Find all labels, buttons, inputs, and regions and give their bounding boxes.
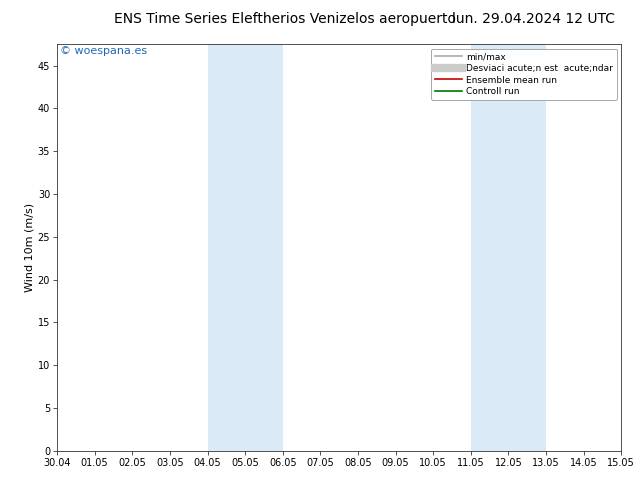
Text: ENS Time Series Eleftherios Venizelos aeropuerto: ENS Time Series Eleftherios Venizelos ae… xyxy=(114,12,456,26)
Text: © woespana.es: © woespana.es xyxy=(60,46,147,56)
Y-axis label: Wind 10m (m/s): Wind 10m (m/s) xyxy=(25,203,35,292)
Legend: min/max, Desviaci acute;n est  acute;ndar, Ensemble mean run, Controll run: min/max, Desviaci acute;n est acute;ndar… xyxy=(431,49,617,100)
Text: lun. 29.04.2024 12 UTC: lun. 29.04.2024 12 UTC xyxy=(452,12,615,26)
Bar xyxy=(471,44,546,451)
Bar xyxy=(207,44,283,451)
